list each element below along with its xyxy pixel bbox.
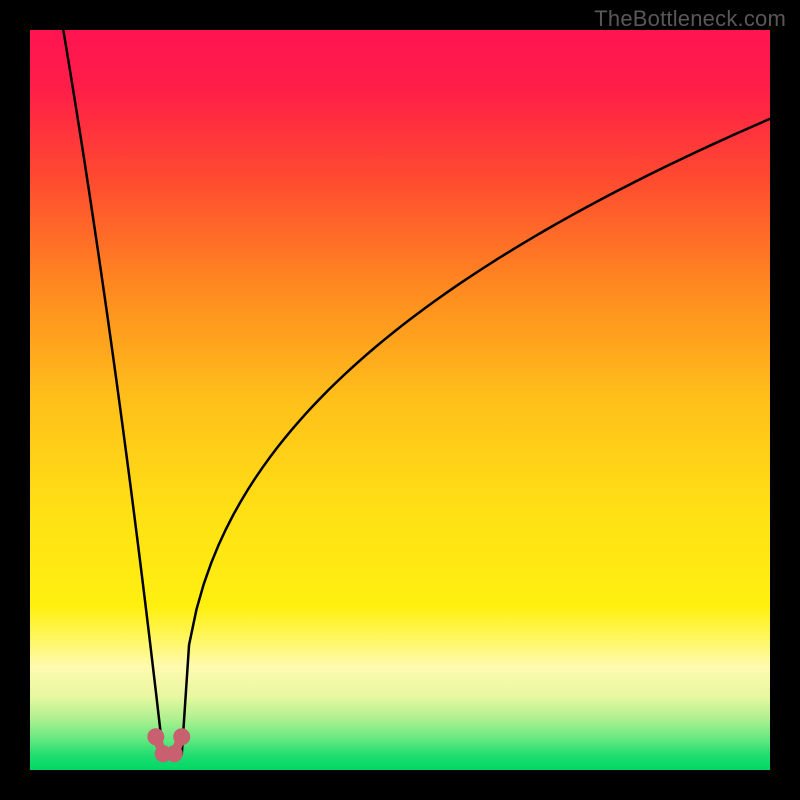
root: TheBottleneck.com bbox=[0, 0, 800, 800]
bottleneck-plot bbox=[30, 30, 770, 770]
valley-marker bbox=[148, 729, 164, 745]
plot-svg bbox=[30, 30, 770, 770]
watermark-text: TheBottleneck.com bbox=[594, 6, 786, 32]
gradient-background bbox=[30, 30, 770, 770]
valley-marker bbox=[166, 746, 182, 762]
valley-marker bbox=[174, 729, 190, 745]
